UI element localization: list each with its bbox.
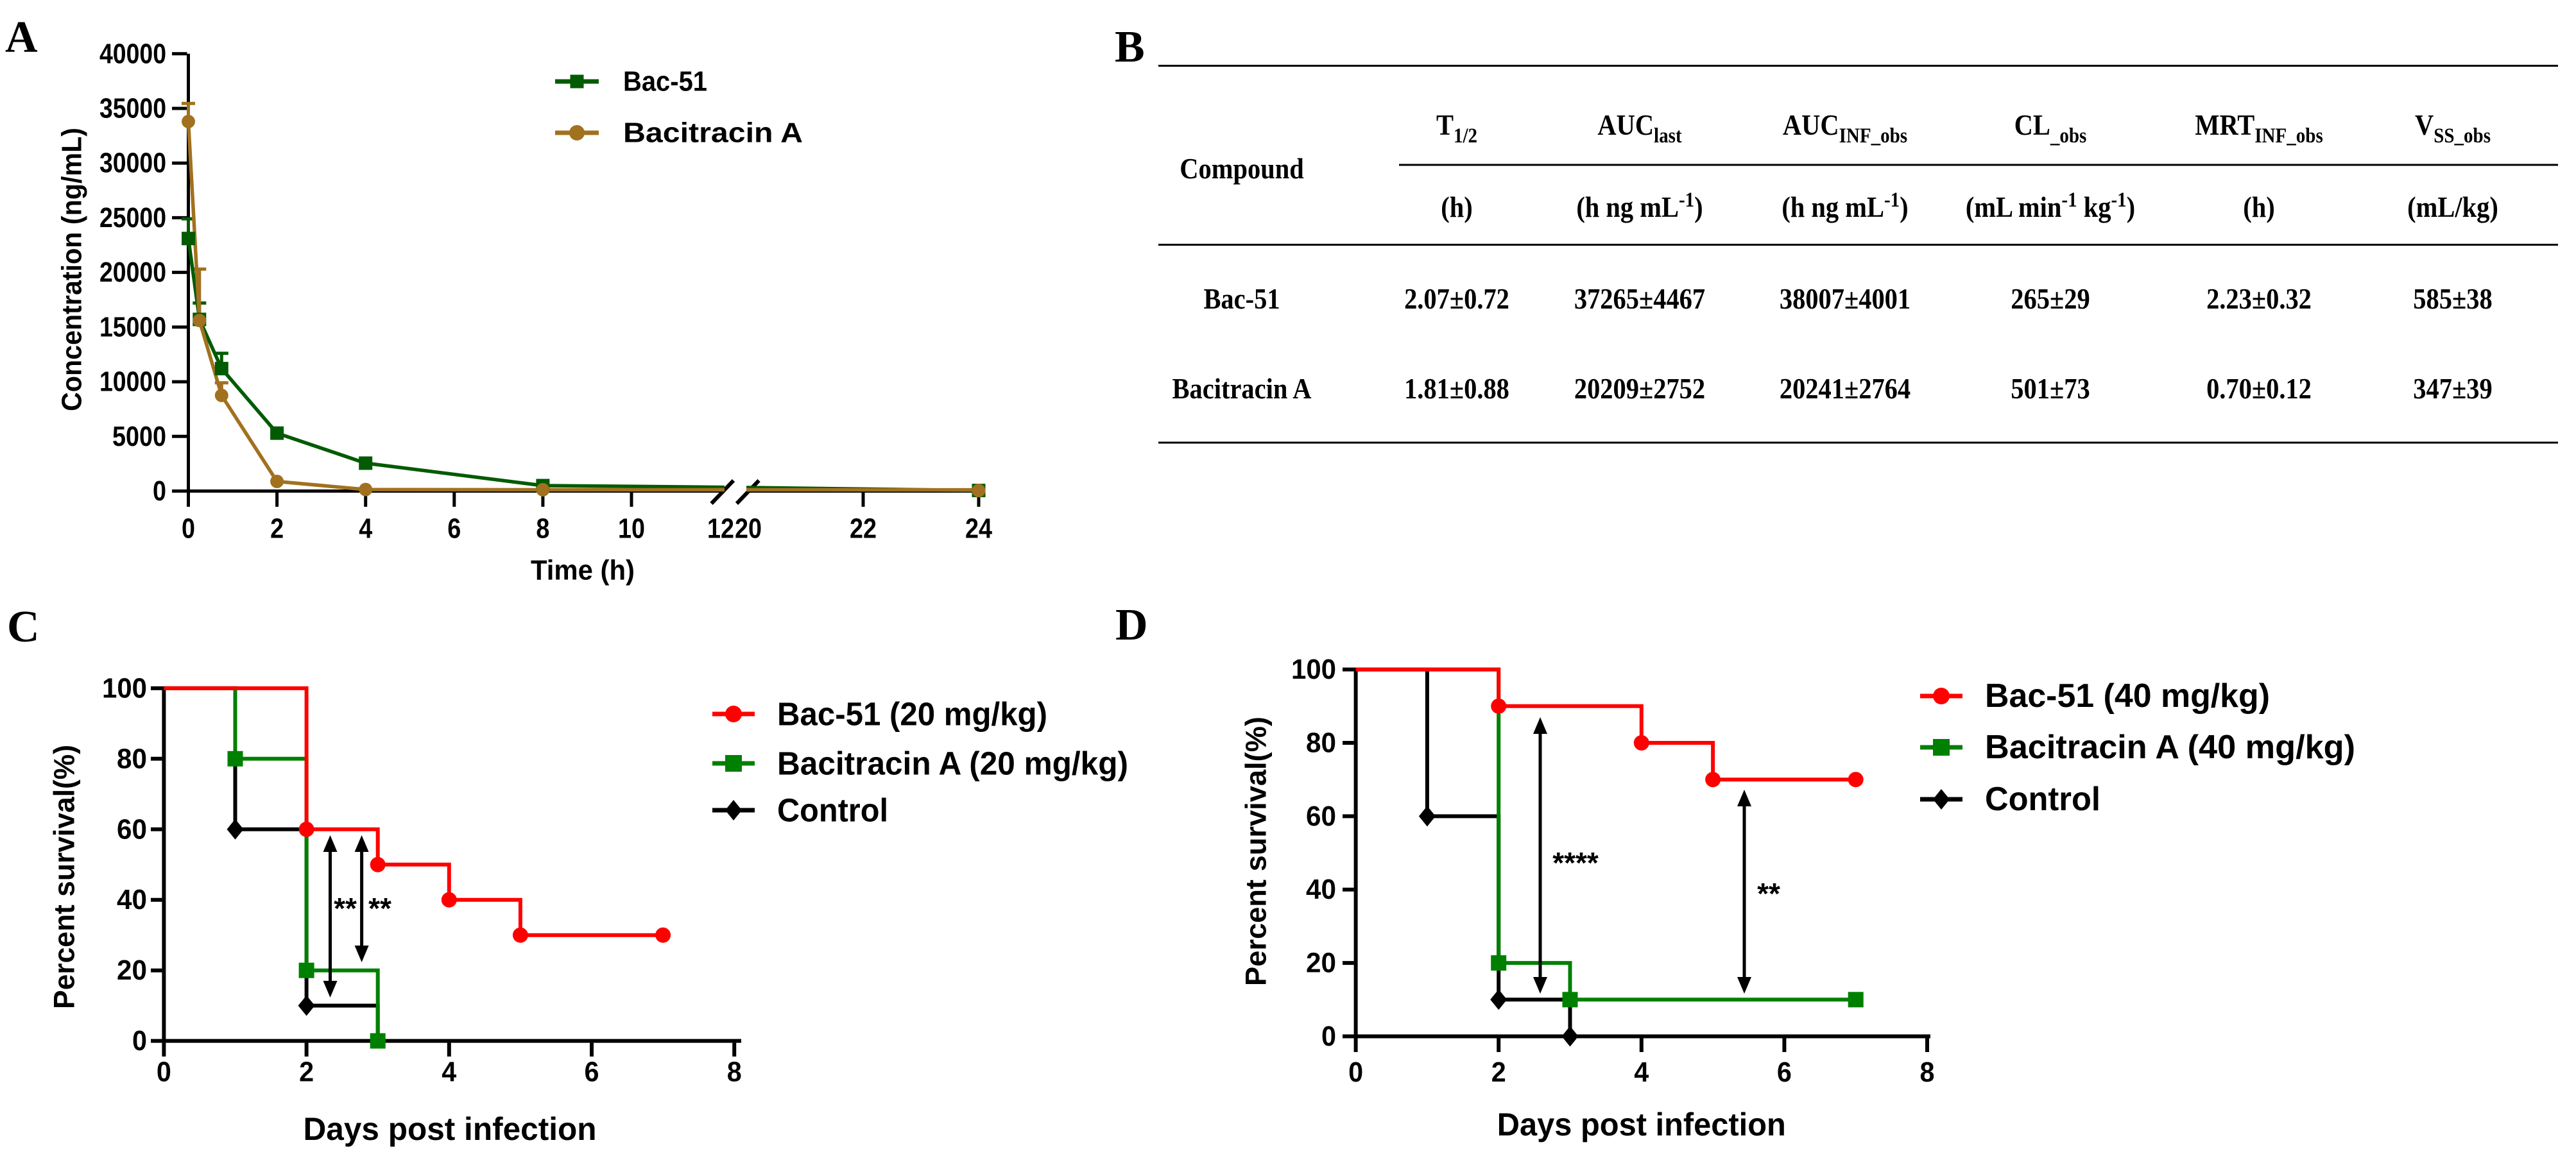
svg-text:Bac-51 (40 mg/kg): Bac-51 (40 mg/kg) — [1985, 677, 2270, 715]
svg-text:Percent survival(%): Percent survival(%) — [1240, 717, 1273, 986]
svg-text:20241±2764: 20241±2764 — [1780, 373, 1911, 405]
svg-text:Concentration (ng/mL): Concentration (ng/mL) — [56, 128, 88, 411]
svg-text:6: 6 — [447, 513, 461, 545]
svg-text:**: ** — [334, 892, 357, 925]
svg-text:Bacitracin A (40 mg/kg): Bacitracin A (40 mg/kg) — [1985, 729, 2355, 766]
svg-text:347±39: 347±39 — [2413, 373, 2492, 405]
svg-text:Bac-51: Bac-51 — [623, 66, 707, 98]
svg-text:80: 80 — [117, 743, 147, 774]
svg-text:A: A — [5, 13, 38, 62]
svg-text:35000: 35000 — [99, 93, 166, 124]
svg-text:40: 40 — [1306, 874, 1336, 905]
svg-text:C: C — [7, 602, 40, 652]
svg-text:100: 100 — [102, 672, 147, 704]
svg-text:**: ** — [368, 892, 391, 925]
svg-text:2: 2 — [270, 513, 284, 545]
svg-text:8: 8 — [1920, 1057, 1935, 1088]
svg-text:20: 20 — [1306, 947, 1336, 979]
svg-text:B: B — [1115, 22, 1145, 72]
svg-text:38007±4001: 38007±4001 — [1780, 283, 1911, 316]
svg-text:24: 24 — [965, 513, 992, 545]
svg-text:(h): (h) — [2243, 191, 2274, 224]
svg-text:10000: 10000 — [99, 366, 166, 398]
svg-text:20: 20 — [117, 955, 147, 986]
svg-text:37265±4467: 37265±4467 — [1574, 283, 1705, 316]
svg-text:20: 20 — [735, 513, 762, 545]
svg-text:2: 2 — [1491, 1057, 1506, 1088]
svg-text:Bacitracin A (20 mg/kg): Bacitracin A (20 mg/kg) — [777, 745, 1128, 782]
svg-text:5000: 5000 — [112, 421, 166, 452]
svg-text:Control: Control — [777, 792, 888, 829]
svg-text:4: 4 — [442, 1057, 456, 1088]
svg-text:0: 0 — [182, 513, 195, 545]
svg-text:2.23±0.32: 2.23±0.32 — [2206, 283, 2312, 316]
svg-text:60: 60 — [117, 813, 147, 845]
svg-text:8: 8 — [536, 513, 549, 545]
svg-text:60: 60 — [1306, 801, 1336, 832]
svg-text:25000: 25000 — [99, 202, 166, 234]
svg-text:1.81±0.88: 1.81±0.88 — [1404, 373, 1509, 405]
svg-text:Days post infection: Days post infection — [304, 1111, 597, 1147]
svg-text:30000: 30000 — [99, 148, 166, 179]
svg-text:0.70±0.12: 0.70±0.12 — [2206, 373, 2312, 405]
svg-text:6: 6 — [585, 1057, 599, 1088]
svg-text:0: 0 — [1321, 1021, 1336, 1052]
svg-text:Bac-51 (20 mg/kg): Bac-51 (20 mg/kg) — [777, 696, 1047, 733]
svg-text:2.07±0.72: 2.07±0.72 — [1404, 283, 1509, 316]
svg-text:0: 0 — [1348, 1057, 1363, 1088]
svg-text:40000: 40000 — [99, 38, 166, 69]
svg-text:0: 0 — [132, 1025, 147, 1057]
svg-text:6: 6 — [1777, 1057, 1792, 1088]
svg-text:Control: Control — [1985, 781, 2100, 818]
svg-text:10: 10 — [618, 513, 645, 545]
svg-text:40: 40 — [117, 884, 147, 915]
svg-text:(h): (h) — [1441, 191, 1472, 224]
svg-text:15000: 15000 — [99, 311, 166, 343]
svg-text:D: D — [1115, 600, 1148, 650]
svg-text:22: 22 — [850, 513, 877, 545]
svg-text:****: **** — [1552, 846, 1599, 879]
svg-text:80: 80 — [1306, 727, 1336, 759]
svg-text:Bac-51: Bac-51 — [1203, 283, 1280, 316]
svg-text:100: 100 — [1291, 654, 1336, 685]
svg-text:0: 0 — [157, 1057, 171, 1088]
svg-text:8: 8 — [727, 1057, 742, 1088]
svg-text:0: 0 — [153, 475, 166, 507]
svg-text:(mL min-1 kg-1): (mL min-1 kg-1) — [1966, 187, 2135, 223]
svg-text:(mL/kg): (mL/kg) — [2407, 191, 2498, 224]
svg-text:Bacitracin A: Bacitracin A — [1172, 373, 1312, 405]
svg-text:20000: 20000 — [99, 257, 166, 288]
svg-text:20209±2752: 20209±2752 — [1574, 373, 1705, 405]
svg-text:265±29: 265±29 — [2011, 283, 2090, 316]
svg-text:Percent survival(%): Percent survival(%) — [48, 745, 81, 1009]
svg-text:Bacitracin A: Bacitracin A — [623, 117, 803, 149]
svg-text:501±73: 501±73 — [2011, 373, 2090, 405]
svg-text:Compound: Compound — [1180, 153, 1303, 185]
svg-text:4: 4 — [1634, 1057, 1649, 1088]
svg-text:12: 12 — [707, 513, 734, 545]
svg-text:2: 2 — [299, 1057, 314, 1088]
svg-text:Days post infection: Days post infection — [1497, 1107, 1786, 1142]
svg-text:**: ** — [1757, 877, 1780, 910]
svg-text:Time (h): Time (h) — [531, 555, 635, 586]
svg-text:4: 4 — [359, 513, 372, 545]
svg-text:585±38: 585±38 — [2413, 283, 2492, 316]
